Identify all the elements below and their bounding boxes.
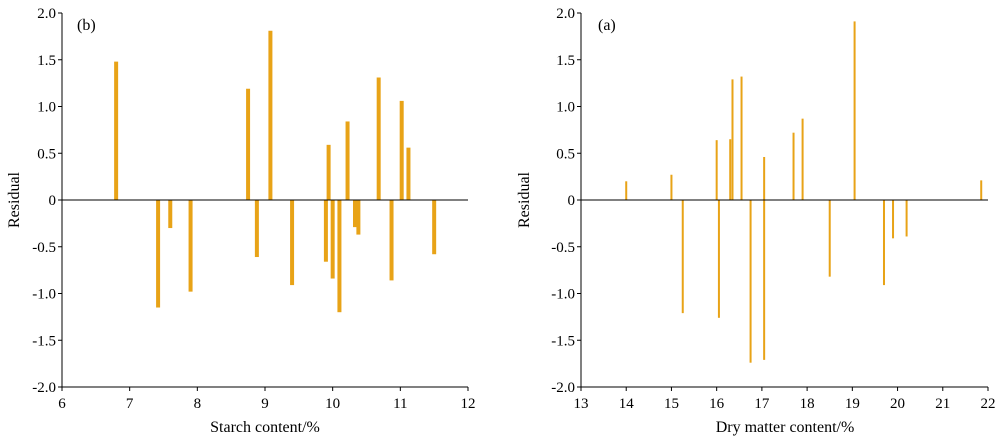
bar: [353, 200, 357, 228]
y-tick-label: -1.5: [551, 333, 575, 349]
x-tick-label: 12: [461, 396, 476, 412]
tick-group: -2.0 -1.5 -1.0 -0.5 0 0.5 1.0 1.5 2.0 6 7 8 9 10 11 12: [32, 6, 475, 412]
bar: [853, 21, 856, 200]
bar: [681, 200, 684, 314]
y-tick-label: 1.0: [556, 100, 575, 116]
bar: [740, 76, 743, 200]
x-tick-label: 17: [754, 396, 770, 412]
x-tick-label: 22: [981, 396, 996, 412]
y-tick-label: -1.0: [551, 287, 575, 303]
x-tick-label: 16: [709, 396, 725, 412]
y-tick-label: 2.0: [556, 6, 575, 22]
bar: [246, 88, 251, 200]
x-tick-label: 11: [393, 396, 407, 412]
bar: [345, 121, 350, 200]
bar: [828, 200, 831, 277]
bar: [980, 180, 983, 200]
bar: [156, 200, 161, 308]
x-tick-label: 8: [194, 396, 202, 412]
x-tick-label: 18: [800, 396, 815, 412]
bar: [670, 174, 673, 200]
bar: [882, 200, 885, 286]
panel-label: (a): [598, 17, 616, 34]
bar: [763, 156, 766, 200]
bar: [729, 139, 732, 200]
bar: [731, 79, 734, 200]
bar: [749, 200, 752, 363]
bar: [715, 140, 718, 200]
bar: [114, 61, 119, 201]
chart-panel-a: (a) Residual Dry matter content/% -2.0 -1…: [516, 6, 996, 436]
y-tick-label: -0.5: [32, 240, 56, 256]
y-tick-label: -2.0: [32, 380, 56, 396]
bar: [168, 200, 173, 229]
y-axis-title: Residual: [516, 171, 533, 228]
x-tick-label: 14: [619, 396, 635, 412]
bar: [188, 200, 193, 292]
bar: [625, 181, 628, 200]
bar-group: [625, 21, 983, 363]
y-tick-label: -1.5: [32, 333, 56, 349]
y-tick-label: 1.5: [37, 53, 56, 69]
x-tick-label: 9: [261, 396, 269, 412]
panel-label: (b): [77, 17, 96, 34]
bar: [801, 118, 804, 200]
y-tick-label: -0.5: [551, 240, 575, 256]
y-tick-label: 2.0: [37, 6, 56, 22]
y-tick-label: -2.0: [551, 380, 575, 396]
x-tick-label: 21: [935, 396, 950, 412]
bar-group: [114, 30, 437, 313]
bar: [376, 77, 381, 200]
bar: [254, 200, 259, 258]
y-axis-title: Residual: [6, 171, 23, 228]
bar: [717, 200, 720, 318]
bar: [432, 200, 437, 255]
x-axis-title: Dry matter content/%: [716, 419, 855, 436]
bar: [330, 200, 335, 279]
bar: [356, 200, 361, 235]
y-tick-label: 1.5: [556, 53, 575, 69]
bar: [389, 200, 394, 281]
x-tick-label: 20: [890, 396, 905, 412]
bar: [323, 200, 328, 262]
bar: [406, 147, 411, 200]
x-tick-label: 15: [664, 396, 679, 412]
bar: [399, 100, 404, 200]
y-tick-label: 0.5: [37, 146, 56, 162]
chart-panel-b: (b) Residual Starch content/% -2.0 -1.5 -1…: [6, 6, 476, 436]
y-tick-label: -1.0: [32, 287, 56, 303]
y-tick-label: 0: [568, 193, 576, 209]
x-tick-label: 7: [126, 396, 134, 412]
x-tick-label: 13: [574, 396, 589, 412]
bar: [337, 200, 342, 313]
bar: [326, 144, 331, 200]
tick-group: -2.0 -1.5 -1.0 -0.5 0 0.5 1.0 1.5 2.0 13 14 15 16 17 1…: [551, 6, 995, 412]
bar: [268, 30, 273, 201]
bar: [792, 132, 795, 200]
bar: [290, 200, 295, 286]
bar: [892, 200, 895, 239]
x-axis-title: Starch content/%: [210, 419, 320, 436]
x-tick-label: 6: [58, 396, 66, 412]
bar: [905, 200, 908, 237]
bar: [763, 200, 766, 360]
y-tick-label: 0.5: [556, 146, 575, 162]
x-tick-label: 10: [325, 396, 340, 412]
y-tick-label: 0: [49, 193, 57, 209]
y-tick-label: 1.0: [37, 100, 56, 116]
x-tick-label: 19: [845, 396, 860, 412]
